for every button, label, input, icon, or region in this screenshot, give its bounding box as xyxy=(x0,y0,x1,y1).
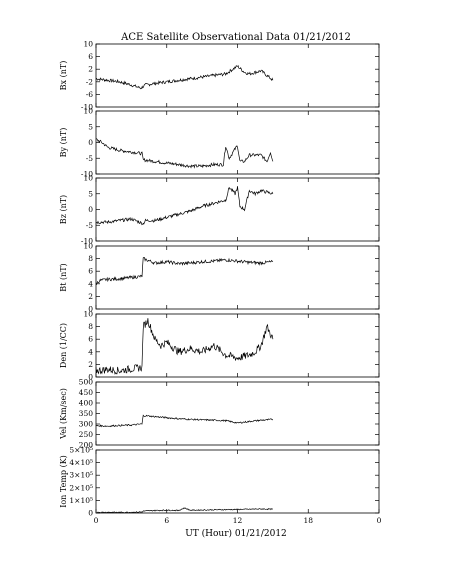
y-tick-label: 10 xyxy=(83,310,93,319)
y-tick-label: -5 xyxy=(86,154,94,163)
y-tick-label: 0 xyxy=(88,373,93,382)
y-axis-label: Bz (nT) xyxy=(59,195,68,224)
y-tick-label: 10 xyxy=(83,107,93,116)
y-tick-label: 1×10⁵ xyxy=(69,496,93,505)
y-tick-label: -10 xyxy=(81,170,93,179)
y-tick-label: 6 xyxy=(88,335,93,344)
series-line xyxy=(95,414,274,428)
panel-3: 10 5 0 -5 -10 Bz (nT) xyxy=(59,174,380,246)
x-tick-label: 0 xyxy=(377,516,382,525)
x-axis: 0 6 12 18 0 xyxy=(94,516,382,525)
y-tick-label: 0 xyxy=(88,205,93,214)
y-axis-label: By (nT) xyxy=(59,128,68,158)
y-tick-label: 200 xyxy=(79,441,94,450)
y-axis-label: Bt (nT) xyxy=(59,263,68,291)
panels: 10 6 2 -2 -6 -10 Bx (nT) 10 5 0 -5 -10 By (nT) 10 5 0 -5… xyxy=(59,40,380,518)
y-tick-label: 0 xyxy=(88,509,93,518)
y-tick-label: 400 xyxy=(79,399,94,408)
y-tick-label: 10 xyxy=(83,174,93,183)
y-tick-label: 8 xyxy=(88,322,93,331)
y-tick-label: 3×10⁵ xyxy=(69,471,93,480)
y-tick-label: 2 xyxy=(88,360,93,369)
y-axis-label: Den (1/CC) xyxy=(59,323,68,368)
y-tick-label: 4 xyxy=(88,347,93,356)
y-tick-label: 250 xyxy=(79,430,94,439)
y-tick-label: 6 xyxy=(88,52,93,61)
panel-7: 5×10⁵ 4×10⁵ 3×10⁵ 2×10⁵ 1×10⁵ 0 Ion Temp (K) xyxy=(59,446,380,518)
y-tick-label: -2 xyxy=(86,77,94,86)
y-tick-label: -10 xyxy=(81,237,93,246)
series-line xyxy=(95,507,274,514)
y-axis-label: Ion Temp (K) xyxy=(59,455,68,508)
panel-frame xyxy=(95,381,380,446)
y-tick-label: 10 xyxy=(83,242,93,251)
series-line xyxy=(95,64,274,90)
y-tick-label: 300 xyxy=(79,420,94,429)
y-tick-label: 8 xyxy=(88,254,93,263)
x-axis-label: UT (Hour) 01/21/2012 xyxy=(185,528,287,539)
x-tick-label: 6 xyxy=(164,516,169,525)
y-tick-label: -6 xyxy=(86,90,94,99)
y-tick-label: 0 xyxy=(88,138,93,147)
panel-2: 10 5 0 -5 -10 By (nT) xyxy=(59,107,380,179)
y-tick-label: 5 xyxy=(88,122,93,131)
y-tick-label: 450 xyxy=(79,388,94,397)
y-tick-label: 2×10⁵ xyxy=(69,483,93,492)
y-tick-label: 5 xyxy=(88,189,93,198)
panel-frame xyxy=(95,245,380,310)
figure-title: ACE Satellite Observational Data 01/21/2… xyxy=(120,32,351,43)
y-tick-label: 4×10⁵ xyxy=(69,458,93,467)
y-tick-label: 0 xyxy=(88,305,93,314)
panel-4: 10 8 6 4 2 0 Bt (nT) xyxy=(59,242,380,314)
panel-5: 10 8 6 4 2 0 Den (1/CC) xyxy=(59,310,380,382)
series-line xyxy=(95,318,274,375)
y-tick-label: 5×10⁵ xyxy=(69,446,93,455)
series-line xyxy=(95,186,274,226)
y-tick-label: -5 xyxy=(86,221,94,230)
y-tick-label: 2 xyxy=(88,65,93,74)
panel-frame xyxy=(95,110,380,175)
x-tick-label: 0 xyxy=(94,516,99,525)
panel-frame xyxy=(95,449,380,514)
y-axis-label: Vel (Km/sec) xyxy=(59,388,68,440)
x-tick-label: 18 xyxy=(303,516,313,525)
y-tick-label: 6 xyxy=(88,267,93,276)
y-tick-label: 10 xyxy=(83,40,93,49)
x-tick-label: 12 xyxy=(233,516,243,525)
y-axis-label: Bx (nT) xyxy=(59,61,68,91)
y-tick-label: 2 xyxy=(88,292,93,301)
panel-1: 10 6 2 -2 -6 -10 Bx (nT) xyxy=(59,40,380,112)
series-line xyxy=(95,138,274,169)
y-tick-label: 350 xyxy=(79,409,94,418)
y-tick-label: -10 xyxy=(81,103,93,112)
panel-frame xyxy=(95,43,380,108)
series-line xyxy=(95,257,274,286)
y-tick-label: 4 xyxy=(88,279,93,288)
y-tick-label: 500 xyxy=(79,378,94,387)
